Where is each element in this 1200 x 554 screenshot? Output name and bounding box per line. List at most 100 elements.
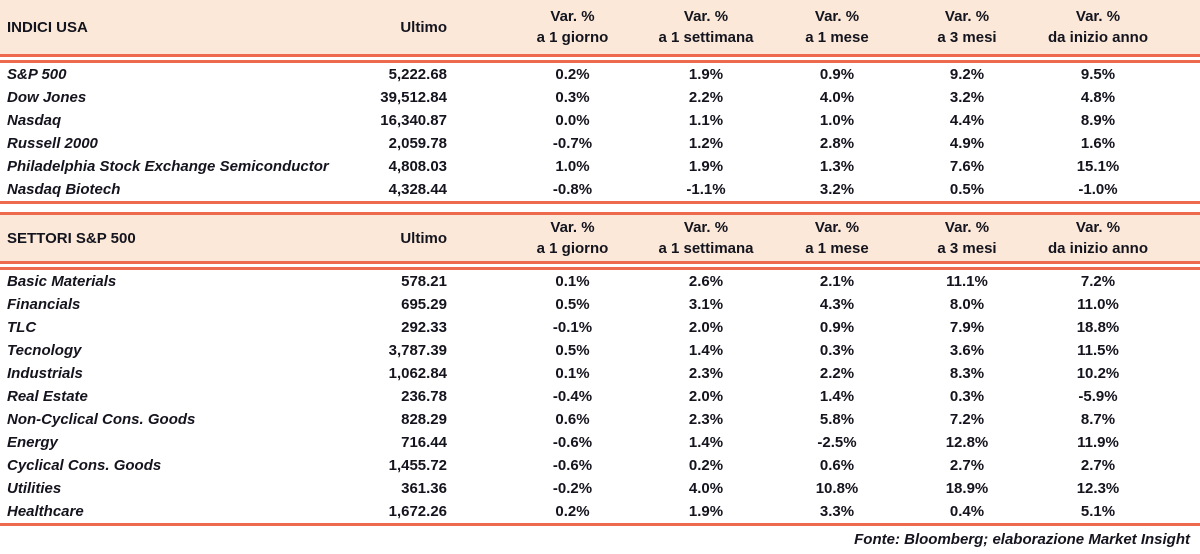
var-1d-cell: -0.6% [552, 434, 593, 451]
var-period-label: da inizio anno [1048, 29, 1148, 46]
var-period-label: a 3 mesi [937, 240, 997, 257]
section-header: INDICI USA Ultimo Var. % a 1 giorno Var.… [0, 0, 1200, 54]
var-1d-cell: -0.8% [552, 181, 593, 198]
var-1d-cell: -0.2% [552, 480, 593, 497]
column-header-var-3m: Var. % a 3 mesi [902, 217, 1032, 259]
var-1m-cell: 1.0% [819, 112, 855, 129]
column-header-var-3m: Var. % a 3 mesi [902, 6, 1032, 48]
var-3m-cell: 4.4% [949, 112, 985, 129]
var-1d-cell: 0.5% [555, 342, 590, 359]
table-row: TLC 292.33 -0.1% 2.0% 0.9% 7.9% 18.8% [0, 316, 1200, 339]
var-label: Var. % [944, 8, 990, 25]
var-ytd-cell: 11.0% [1077, 296, 1119, 313]
var-3m-cell: 12.8% [945, 434, 989, 451]
var-1m-cell: 2.2% [819, 365, 855, 382]
var-1d-cell: 1.0% [555, 158, 590, 175]
var-period-label: a 1 giorno [536, 29, 609, 46]
var-1m-cell: 0.9% [819, 319, 855, 336]
var-ytd-cell: 11.9% [1077, 434, 1119, 451]
var-ytd-cell: 12.3% [1076, 480, 1120, 497]
var-3m-cell: 11.1% [946, 273, 988, 290]
var-1w-cell: 1.9% [688, 66, 724, 83]
table-row: Nasdaq 16,340.87 0.0% 1.1% 1.0% 4.4% 8.9% [0, 109, 1200, 132]
section-indici-usa: INDICI USA Ultimo Var. % a 1 giorno Var.… [0, 0, 1200, 204]
column-header-ultimo: Ultimo [400, 18, 447, 36]
var-1m-cell: 1.4% [819, 388, 855, 405]
var-ytd-cell: 8.9% [1080, 112, 1116, 129]
var-period-label: da inizio anno [1048, 240, 1148, 257]
column-header-var-ytd: Var. % da inizio anno [1032, 6, 1200, 48]
var-label: Var. % [1075, 8, 1121, 25]
var-3m-cell: 18.9% [945, 480, 989, 497]
var-1m-cell: 3.3% [819, 503, 855, 520]
var-3m-cell: 7.2% [949, 411, 985, 428]
var-3m-cell: 8.3% [949, 365, 985, 382]
ultimo-cell: 236.78 [401, 388, 447, 405]
var-ytd-cell: 8.7% [1080, 411, 1116, 428]
var-period-label: a 3 mesi [937, 29, 997, 46]
section-title: SETTORI S&P 500 [7, 229, 136, 247]
name-cell: TLC [7, 319, 37, 336]
var-1m-cell: 1.3% [819, 158, 855, 175]
table-row: Non-Cyclical Cons. Goods 828.29 0.6% 2.3% 5.… [0, 408, 1200, 431]
var-1m-cell: -2.5% [817, 434, 857, 451]
var-1m-cell: 3.2% [819, 181, 855, 198]
ultimo-cell: 695.29 [401, 296, 447, 313]
var-period-label: a 1 settimana [658, 240, 754, 257]
var-1w-cell: -1.1% [686, 181, 726, 198]
ultimo-cell: 1,672.26 [388, 503, 447, 520]
var-1d-cell: 0.1% [555, 365, 590, 382]
var-period-label: a 1 settimana [658, 29, 754, 46]
var-ytd-cell: 5.1% [1080, 503, 1116, 520]
name-cell: Basic Materials [7, 273, 117, 290]
name-cell: Russell 2000 [7, 135, 98, 152]
var-period-label: a 1 mese [805, 240, 869, 257]
ultimo-cell: 578.21 [401, 273, 447, 290]
ultimo-cell: 1,455.72 [388, 457, 447, 474]
var-ytd-cell: -5.9% [1078, 388, 1118, 405]
var-1d-cell: 0.5% [555, 296, 590, 313]
var-1w-cell: 4.0% [688, 480, 724, 497]
source-note: Fonte: Bloomberg; elaborazione Market In… [854, 531, 1190, 548]
var-ytd-cell: 9.5% [1080, 66, 1116, 83]
ultimo-cell: 716.44 [401, 434, 447, 451]
double-rule [0, 261, 1200, 270]
table-row: Philadelphia Stock Exchange Semiconducto… [0, 155, 1200, 178]
ultimo-cell: 16,340.87 [380, 112, 447, 129]
ultimo-cell: 39,512.84 [380, 89, 447, 106]
var-1w-cell: 1.1% [688, 112, 724, 129]
name-cell: Real Estate [7, 388, 88, 405]
var-1d-cell: 0.2% [555, 66, 590, 83]
double-rule [0, 54, 1200, 63]
ultimo-cell: 3,787.39 [388, 342, 447, 359]
var-ytd-cell: 1.6% [1080, 135, 1116, 152]
var-1w-cell: 0.2% [688, 457, 724, 474]
var-3m-cell: 2.7% [949, 457, 985, 474]
column-header-var-ytd: Var. % da inizio anno [1032, 217, 1200, 259]
name-cell: Non-Cyclical Cons. Goods [7, 411, 196, 428]
var-3m-cell: 7.6% [949, 158, 985, 175]
var-label: Var. % [1075, 219, 1121, 236]
column-header-var-1w: Var. % a 1 settimana [640, 217, 772, 259]
var-1m-cell: 0.9% [819, 66, 855, 83]
var-3m-cell: 4.9% [949, 135, 985, 152]
var-1d-cell: 0.6% [555, 411, 590, 428]
table-row: Real Estate 236.78 -0.4% 2.0% 1.4% 0.3% -5.9% [0, 385, 1200, 408]
table-row: Russell 2000 2,059.78 -0.7% 1.2% 2.8% 4.9% 1.6… [0, 132, 1200, 155]
var-period-label: a 1 giorno [536, 240, 609, 257]
var-label: Var. % [683, 219, 729, 236]
column-header-var-1w: Var. % a 1 settimana [640, 6, 772, 48]
name-cell: Nasdaq [7, 112, 62, 129]
var-label: Var. % [814, 8, 860, 25]
var-1m-cell: 5.8% [819, 411, 855, 428]
single-rule [0, 523, 1200, 526]
section-settori-sp500: SETTORI S&P 500 Ultimo Var. % a 1 giorno… [0, 212, 1200, 526]
var-1w-cell: 2.6% [688, 273, 724, 290]
ultimo-cell: 828.29 [401, 411, 447, 428]
var-1m-cell: 4.3% [819, 296, 855, 313]
var-3m-cell: 7.9% [949, 319, 985, 336]
name-cell: Industrials [7, 365, 83, 382]
table-body: Basic Materials 578.21 0.1% 2.6% 2.1% 11.1% 7.… [0, 270, 1200, 523]
name-cell: Financials [7, 296, 81, 313]
column-header-var-1d: Var. % a 1 giorno [475, 217, 640, 259]
